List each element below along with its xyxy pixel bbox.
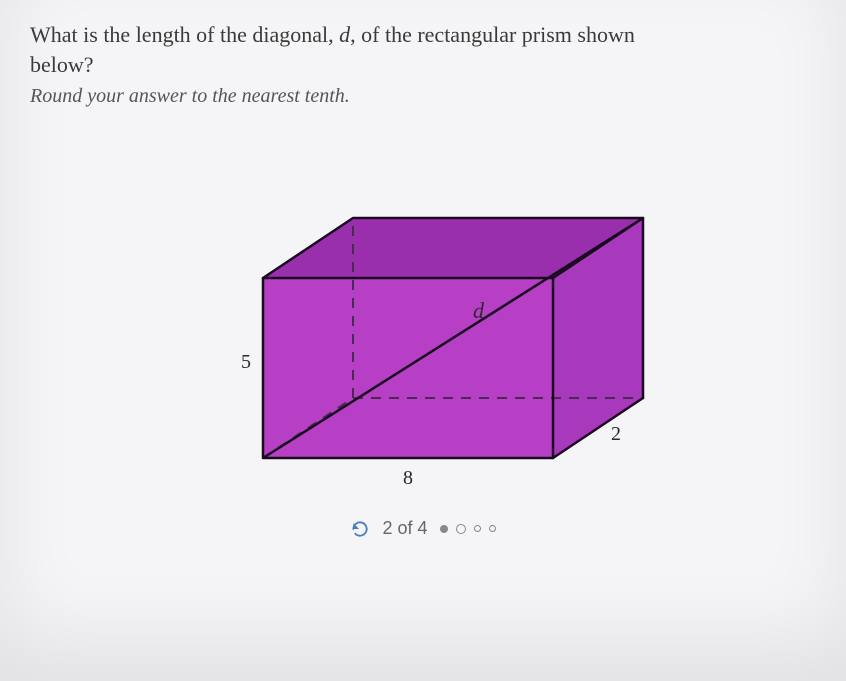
instruction-text: Round your answer to the nearest tenth.	[30, 85, 816, 108]
label-width: 8	[403, 467, 413, 489]
question-text: What is the length of the diagonal, d, o…	[30, 20, 816, 79]
question-var: d	[339, 22, 350, 47]
pager-dot[interactable]	[456, 524, 466, 534]
reload-icon[interactable]	[350, 519, 370, 539]
question-line2: below?	[30, 52, 94, 77]
prism-svg: 5 8 2 d	[183, 168, 663, 498]
label-depth: 2	[611, 423, 621, 445]
question-line1-suffix: , of the rectangular prism shown	[350, 22, 635, 47]
pager-dot[interactable]	[474, 525, 481, 532]
pager-dots	[440, 524, 496, 534]
pager-dot[interactable]	[489, 525, 496, 532]
pager-footer: 2 of 4	[30, 518, 816, 539]
label-diagonal: d	[473, 298, 485, 323]
question-line1-prefix: What is the length of the diagonal,	[30, 22, 339, 47]
pager-dot-active[interactable]	[440, 525, 448, 533]
label-height: 5	[241, 351, 251, 373]
page-container: What is the length of the diagonal, d, o…	[0, 0, 846, 681]
pager-text: 2 of 4	[382, 518, 427, 539]
prism-figure: 5 8 2 d	[30, 168, 816, 498]
